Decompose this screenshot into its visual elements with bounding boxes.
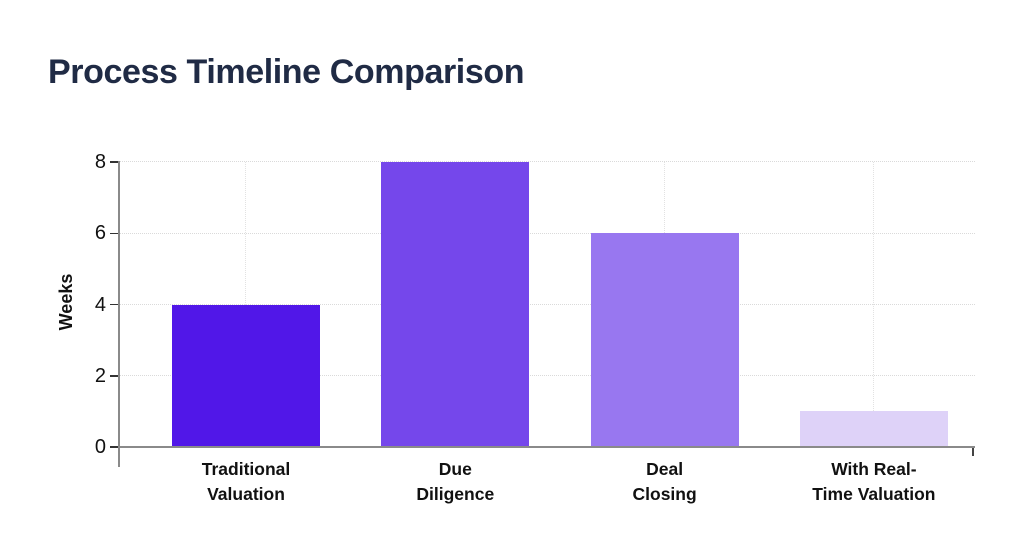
y-tick-label: 2: [94, 364, 106, 387]
y-tick-mark: [110, 375, 118, 377]
x-category-label: Due Diligence: [416, 459, 495, 504]
y-axis-line: [118, 161, 120, 467]
x-category-label: With Real- Time Valuation: [812, 459, 936, 504]
x-axis-end-tick: [972, 448, 974, 456]
y-gridline: [119, 375, 975, 376]
y-tick-mark: [110, 446, 118, 448]
x-category-guide: [873, 162, 875, 447]
y-tick-mark: [110, 232, 118, 234]
bar: [381, 162, 530, 447]
x-category-label: Deal Closing: [632, 459, 697, 504]
bar: [799, 411, 948, 447]
x-axis-line: [119, 446, 975, 448]
y-axis-title-text: Weeks: [56, 273, 76, 331]
x-category-label: Traditional Valuation: [201, 459, 291, 504]
y-gridline: [119, 161, 975, 163]
y-tick-mark: [110, 303, 118, 306]
chart-title: Process Timeline Comparison: [48, 53, 525, 91]
bar: [172, 304, 320, 447]
bar: [590, 233, 739, 447]
y-tick-label: 0: [94, 436, 106, 458]
y-tick-mark: [110, 161, 118, 163]
plot-area: [119, 161, 975, 447]
y-tick-label: 6: [94, 222, 106, 245]
y-tick-label: 4: [94, 293, 106, 316]
y-tick-label: 8: [94, 151, 106, 173]
y-gridline: [119, 232, 975, 234]
y-gridline: [119, 303, 975, 305]
